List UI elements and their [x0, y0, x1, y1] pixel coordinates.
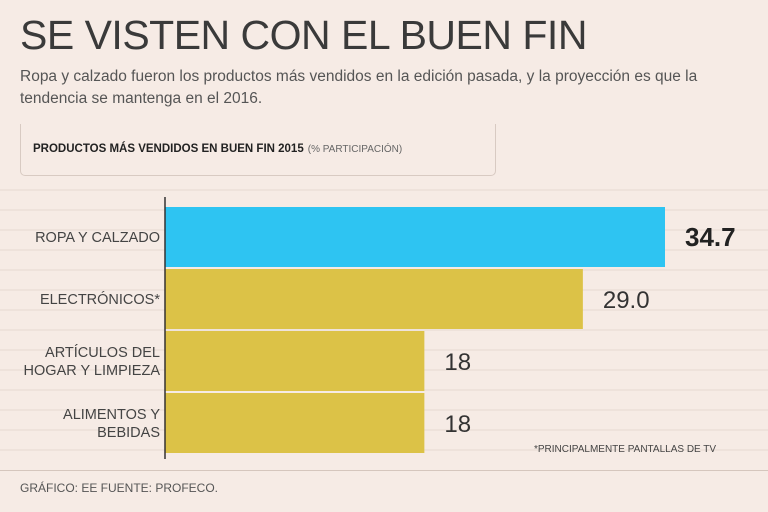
- category-label: ELECTRÓNICOS*: [40, 291, 160, 308]
- value-label: 18: [444, 411, 471, 438]
- page-title: SE VISTEN CON EL BUEN FIN: [20, 12, 587, 58]
- chart-heading: PRODUCTOS MÁS VENDIDOS EN BUEN FIN 2015: [33, 143, 304, 155]
- category-label: HOGAR Y LIMPIEZA: [24, 363, 161, 379]
- bar: [165, 269, 583, 329]
- bar: [165, 207, 665, 267]
- bar-chart: ROPA Y CALZADO 34.7 ELECTRÓNICOS* 29.0 ARTÍC…: [0, 189, 768, 459]
- chart-footnote: *PRINCIPALMENTE PANTALLAS DE TV: [534, 444, 717, 455]
- category-label: ARTÍCULOS DEL: [45, 344, 160, 361]
- category-label: BEBIDAS: [97, 425, 160, 441]
- bar: [165, 393, 425, 453]
- chart-title-box: PRODUCTOS MÁS VENDIDOS EN BUEN FIN 2015(…: [20, 124, 496, 176]
- source-credit: GRÁFICO: EE FUENTE: PROFECO.: [20, 481, 219, 495]
- bar: [165, 331, 425, 391]
- bottom-divider: [0, 470, 768, 471]
- value-label: 29.0: [603, 287, 650, 314]
- value-label: 34.7: [685, 222, 736, 252]
- page-subtitle: Ropa y calzado fueron los productos más …: [20, 68, 698, 107]
- chart-heading-note: (% PARTICIPACIÓN): [307, 144, 403, 155]
- category-label: ROPA Y CALZADO: [35, 230, 160, 246]
- chart-title: PRODUCTOS MÁS VENDIDOS EN BUEN FIN 2015(…: [33, 143, 402, 155]
- category-label: ALIMENTOS Y: [63, 407, 160, 423]
- chart-container: PRODUCTOS MÁS VENDIDOS EN BUEN FIN 2015(…: [0, 124, 768, 474]
- value-label: 18: [444, 349, 471, 376]
